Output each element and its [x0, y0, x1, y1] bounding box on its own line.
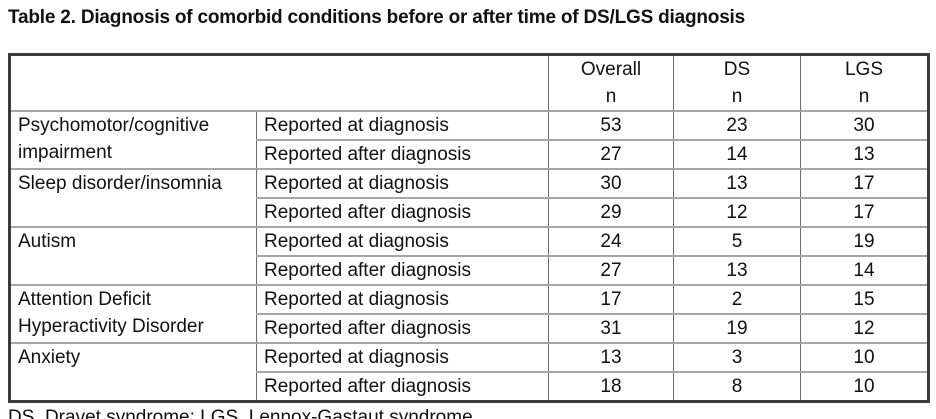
condition-cell: Anxiety	[9, 342, 257, 403]
report-timing-cell: Reported after diagnosis	[256, 255, 549, 286]
report-timing-cell: Reported after diagnosis	[256, 197, 549, 228]
lgs-value-cell: 14	[800, 255, 929, 286]
condition-cell: Autism	[9, 226, 257, 286]
table-row: Sleep disorder/insomnia Reported at diag…	[9, 168, 929, 228]
ds-value-cell: 2	[673, 284, 801, 315]
overall-value-cell: 27	[548, 255, 674, 286]
header-cell-ds: DS n	[673, 53, 801, 112]
report-timing-cell: Reported after diagnosis	[256, 139, 549, 170]
table-row: Reported after diagnosis 29 12 17	[10, 197, 929, 228]
overall-value-cell: 53	[548, 110, 674, 141]
overall-value-cell: 31	[548, 313, 674, 344]
overall-value-cell: 17	[548, 284, 674, 315]
table-row: Autism Reported at diagnosis 24 5 19	[9, 226, 929, 286]
header-label-overall: Overall	[580, 59, 642, 80]
condition-cell: Attention Deficit Hyperactivity Disorder	[9, 284, 257, 344]
table-row: Attention Deficit Hyperactivity Disorder…	[9, 284, 929, 344]
ds-value-cell: 19	[673, 313, 801, 344]
condition-cell: Psychomotor/cognitive impairment	[9, 110, 257, 170]
overall-value-cell: 30	[548, 168, 674, 199]
lgs-value-cell: 19	[800, 226, 929, 257]
table-row: Reported after diagnosis 18 8 10	[10, 371, 929, 403]
table-header-row: Overall n DS n LGS n	[9, 53, 929, 112]
lgs-value-cell: 12	[800, 313, 929, 344]
lgs-value-cell: 17	[800, 168, 929, 199]
header-cell-overall: Overall n	[548, 53, 674, 112]
table-row: Anxiety Reported at diagnosis 13 3 10	[9, 342, 929, 403]
overall-value-cell: 29	[548, 197, 674, 228]
ds-value-cell: 13	[673, 168, 801, 199]
abbreviation-footnote: DS, Dravet syndrome; LGS, Lennox-Gastaut…	[8, 407, 478, 419]
lgs-value-cell: 15	[800, 284, 929, 315]
header-label-ds: DS	[723, 59, 751, 80]
header-label-lgs: LGS	[844, 59, 884, 80]
lgs-value-cell: 10	[800, 342, 929, 373]
table-row: Reported after diagnosis 27 14 13	[10, 139, 929, 170]
empty-header-cell	[9, 53, 549, 112]
report-timing-cell: Reported after diagnosis	[256, 313, 549, 344]
ds-value-cell: 14	[673, 139, 801, 170]
table-row: Reported after diagnosis 31 19 12	[10, 313, 929, 344]
header-sublabel-overall: n	[605, 86, 617, 107]
report-timing-cell: Reported at diagnosis	[256, 226, 549, 257]
lgs-value-cell: 10	[800, 371, 929, 403]
lgs-value-cell: 13	[800, 139, 929, 170]
ds-value-cell: 8	[673, 371, 801, 403]
ds-value-cell: 12	[673, 197, 801, 228]
report-timing-cell: Reported at diagnosis	[256, 110, 549, 141]
ds-value-cell: 3	[673, 342, 801, 373]
lgs-value-cell: 17	[800, 197, 929, 228]
header-cell-lgs: LGS n	[800, 53, 929, 112]
header-sublabel-ds: n	[731, 86, 743, 107]
condition-cell: Sleep disorder/insomnia	[9, 168, 257, 228]
report-timing-cell: Reported at diagnosis	[256, 284, 549, 315]
comorbidity-table: Overall n DS n LGS n Psychomotor/cogniti…	[8, 53, 930, 403]
table-row: Reported after diagnosis 27 13 14	[10, 255, 929, 286]
ds-value-cell: 23	[673, 110, 801, 141]
overall-value-cell: 13	[548, 342, 674, 373]
overall-value-cell: 24	[548, 226, 674, 257]
report-timing-cell: Reported at diagnosis	[256, 342, 549, 373]
table-row: Psychomotor/cognitive impairment Reporte…	[9, 110, 929, 170]
ds-value-cell: 13	[673, 255, 801, 286]
report-timing-cell: Reported after diagnosis	[256, 371, 549, 403]
header-sublabel-lgs: n	[858, 86, 870, 107]
report-timing-cell: Reported at diagnosis	[256, 168, 549, 199]
ds-value-cell: 5	[673, 226, 801, 257]
lgs-value-cell: 30	[800, 110, 929, 141]
overall-value-cell: 27	[548, 139, 674, 170]
table-title: Table 2. Diagnosis of comorbid condition…	[8, 7, 746, 28]
overall-value-cell: 18	[548, 371, 674, 403]
